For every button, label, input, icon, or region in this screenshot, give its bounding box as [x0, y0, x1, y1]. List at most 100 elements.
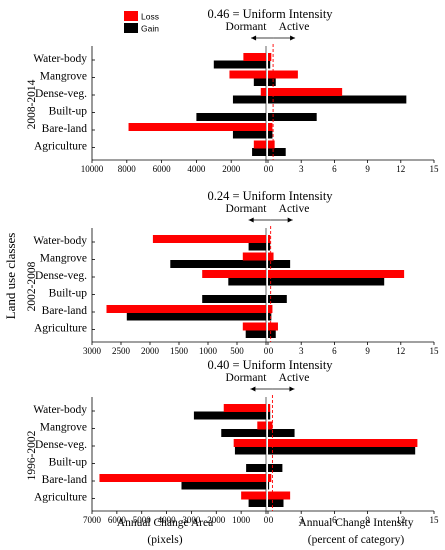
left-tick-label: 1000 — [199, 346, 218, 356]
bar-gain-intensity — [268, 481, 270, 490]
left-tick-label: 6000 — [108, 515, 127, 525]
left-tick-label: 2500 — [112, 346, 131, 356]
left-tick-label: 7000 — [83, 515, 102, 525]
category-label: Mangrove — [40, 253, 87, 265]
right-tick-label: 0 — [269, 164, 274, 174]
category-label: Mangrove — [40, 422, 87, 434]
bar-loss-area — [253, 140, 266, 149]
left-tick-label: 6000 — [153, 164, 172, 174]
right-tick-label: 6 — [332, 164, 337, 174]
right-tick-label: 12 — [396, 515, 405, 525]
bar-gain-intensity — [268, 130, 273, 139]
left-tick-label: 0 — [264, 515, 269, 525]
bar-gain-intensity — [268, 95, 407, 104]
active-label: Active — [279, 372, 310, 384]
left-tick-label: 3000 — [83, 346, 102, 356]
left-tick-label: 0 — [264, 164, 269, 174]
category-label: Bare-land — [42, 123, 88, 135]
bar-gain-intensity — [268, 330, 276, 338]
bar-loss-intensity — [268, 474, 272, 482]
dormant-label: Dormant — [226, 21, 268, 33]
active-label: Active — [279, 203, 310, 215]
bar-loss-area — [242, 322, 266, 331]
bar-gain-area — [248, 499, 266, 507]
right-axis-title: Annual Change Intensity — [299, 517, 414, 529]
bar-loss-intensity — [268, 270, 405, 278]
right-tick-label: 15 — [430, 346, 440, 356]
category-label: Agriculture — [34, 492, 87, 504]
bar-gain-intensity — [268, 60, 271, 69]
dormant-arrow-head — [250, 386, 256, 392]
right-tick-label: 12 — [396, 346, 405, 356]
bar-gain-intensity — [268, 113, 317, 121]
bar-gain-area — [228, 277, 266, 286]
left-tick-label: 5000 — [133, 515, 152, 525]
bar-loss-area — [241, 491, 266, 500]
legend-loss-label: Loss — [141, 12, 159, 22]
left-tick-label: 4000 — [158, 515, 177, 525]
right-axis-unit: (percent of category) — [308, 534, 405, 546]
dormant-label: Dormant — [226, 203, 268, 215]
left-tick-label: 1000 — [232, 515, 251, 525]
bar-loss-area — [242, 252, 266, 261]
right-tick-label: 0 — [269, 515, 274, 525]
bar-gain-intensity — [268, 260, 291, 268]
active-arrow-head — [290, 35, 296, 41]
uniform-intensity-label: 0.24 = Uniform Intensity — [207, 189, 333, 203]
right-tick-label: 9 — [365, 164, 370, 174]
bar-gain-intensity — [268, 295, 287, 303]
bar-gain-intensity — [268, 464, 283, 472]
bar-loss-intensity — [268, 404, 271, 412]
legend: Loss Gain — [124, 11, 159, 34]
left-tick-label: 8000 — [118, 164, 137, 174]
right-tick-label: 0 — [269, 346, 274, 356]
bar-gain-intensity — [268, 411, 271, 420]
bottom-axis-titles: Annual Change Area (pixels) Annual Chang… — [117, 517, 414, 546]
category-label: Water-body — [33, 53, 87, 65]
bar-gain-area — [232, 95, 266, 104]
left-tick-label: 3000 — [182, 515, 201, 525]
bar-loss-intensity — [268, 53, 272, 61]
bar-loss-intensity — [268, 322, 278, 331]
left-tick-label: 500 — [230, 346, 244, 356]
bar-gain-area — [193, 411, 266, 420]
category-label: Dense-veg. — [35, 88, 87, 100]
bar-loss-intensity — [268, 439, 418, 447]
period-label: 1996-2002 — [26, 430, 38, 480]
bar-gain-area — [181, 481, 266, 490]
category-label: Dense-veg. — [35, 439, 87, 451]
bar-loss-area — [128, 123, 266, 131]
category-label: Built-up — [49, 106, 88, 118]
bar-gain-intensity — [268, 242, 271, 251]
right-tick-label: 12 — [396, 164, 405, 174]
legend-loss-swatch — [124, 11, 138, 21]
left-axis-title: Annual Change Area — [117, 517, 213, 529]
right-tick-label: 15 — [430, 164, 440, 174]
bar-loss-intensity — [268, 70, 298, 79]
left-axis-unit: (pixels) — [147, 534, 182, 546]
category-label: Dense-veg. — [35, 270, 87, 282]
active-arrow-head — [287, 217, 293, 223]
bar-loss-area — [99, 474, 266, 482]
category-label: Mangrove — [40, 71, 87, 83]
category-label: Built-up — [49, 288, 88, 300]
legend-gain-label: Gain — [141, 24, 159, 34]
bar-loss-area — [233, 439, 266, 447]
period-label: 2008-2014 — [26, 79, 38, 129]
bar-loss-area — [152, 235, 266, 243]
legend-gain-swatch — [124, 23, 138, 33]
bar-loss-area — [229, 70, 266, 79]
left-tick-label: 0 — [264, 346, 269, 356]
uniform-intensity-label: 0.46 = Uniform Intensity — [207, 7, 333, 21]
category-label: Agriculture — [34, 141, 87, 153]
bar-gain-area — [245, 330, 266, 338]
right-tick-label: 9 — [365, 515, 370, 525]
bar-loss-intensity — [268, 235, 271, 243]
bar-loss-area — [223, 404, 266, 412]
bar-loss-intensity — [268, 491, 291, 500]
category-label: Water-body — [33, 235, 87, 247]
category-label: Built-up — [49, 457, 88, 469]
bar-loss-intensity — [268, 123, 273, 131]
